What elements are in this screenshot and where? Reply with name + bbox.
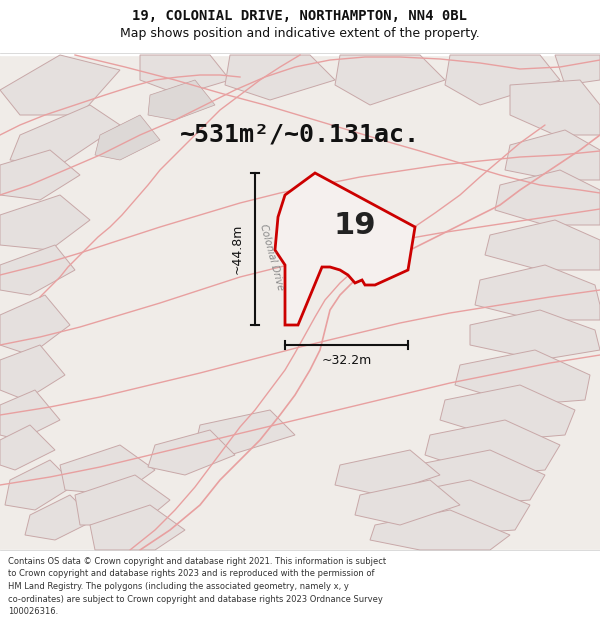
Polygon shape: [505, 130, 600, 180]
Text: to Crown copyright and database rights 2023 and is reproduced with the permissio: to Crown copyright and database rights 2…: [8, 569, 374, 579]
Polygon shape: [0, 195, 90, 250]
Polygon shape: [510, 80, 600, 135]
Polygon shape: [140, 55, 230, 95]
Polygon shape: [355, 480, 460, 525]
Polygon shape: [75, 475, 170, 525]
Polygon shape: [425, 420, 560, 475]
Polygon shape: [470, 310, 600, 360]
Polygon shape: [455, 350, 590, 405]
Polygon shape: [370, 510, 510, 550]
Text: Contains OS data © Crown copyright and database right 2021. This information is : Contains OS data © Crown copyright and d…: [8, 557, 386, 566]
Text: HM Land Registry. The polygons (including the associated geometry, namely x, y: HM Land Registry. The polygons (includin…: [8, 582, 349, 591]
Polygon shape: [95, 115, 160, 160]
Bar: [0, 55, 600, 550]
Text: ~32.2m: ~32.2m: [322, 354, 371, 367]
Polygon shape: [25, 495, 95, 540]
Polygon shape: [148, 80, 215, 120]
Bar: [0, 0, 600, 55]
Polygon shape: [475, 265, 600, 320]
Polygon shape: [440, 385, 575, 440]
Polygon shape: [60, 445, 155, 495]
Text: ~44.8m: ~44.8m: [230, 224, 244, 274]
Polygon shape: [495, 170, 600, 225]
Polygon shape: [0, 390, 60, 440]
Polygon shape: [445, 55, 560, 105]
Text: Map shows position and indicative extent of the property.: Map shows position and indicative extent…: [120, 26, 480, 39]
Text: 100026316.: 100026316.: [8, 607, 58, 616]
Polygon shape: [0, 150, 80, 200]
Polygon shape: [0, 55, 120, 115]
Polygon shape: [0, 245, 75, 295]
Polygon shape: [10, 105, 120, 165]
Text: Colonial Drive: Colonial Drive: [259, 222, 286, 291]
Polygon shape: [0, 295, 70, 355]
Polygon shape: [485, 220, 600, 270]
Polygon shape: [0, 425, 55, 470]
Text: co-ordinates) are subject to Crown copyright and database rights 2023 Ordnance S: co-ordinates) are subject to Crown copyr…: [8, 594, 383, 604]
Polygon shape: [195, 410, 295, 455]
Polygon shape: [225, 55, 335, 100]
Bar: [0, 550, 600, 625]
Text: ~531m²/~0.131ac.: ~531m²/~0.131ac.: [180, 123, 420, 147]
Polygon shape: [335, 55, 445, 105]
Polygon shape: [90, 505, 185, 550]
Polygon shape: [5, 460, 75, 510]
Polygon shape: [335, 450, 440, 495]
Polygon shape: [0, 345, 65, 400]
Polygon shape: [275, 173, 415, 325]
Text: 19, COLONIAL DRIVE, NORTHAMPTON, NN4 0BL: 19, COLONIAL DRIVE, NORTHAMPTON, NN4 0BL: [133, 9, 467, 23]
Polygon shape: [385, 480, 530, 535]
Polygon shape: [148, 430, 235, 475]
Text: 19: 19: [334, 211, 376, 239]
Polygon shape: [555, 55, 600, 85]
Polygon shape: [405, 450, 545, 505]
